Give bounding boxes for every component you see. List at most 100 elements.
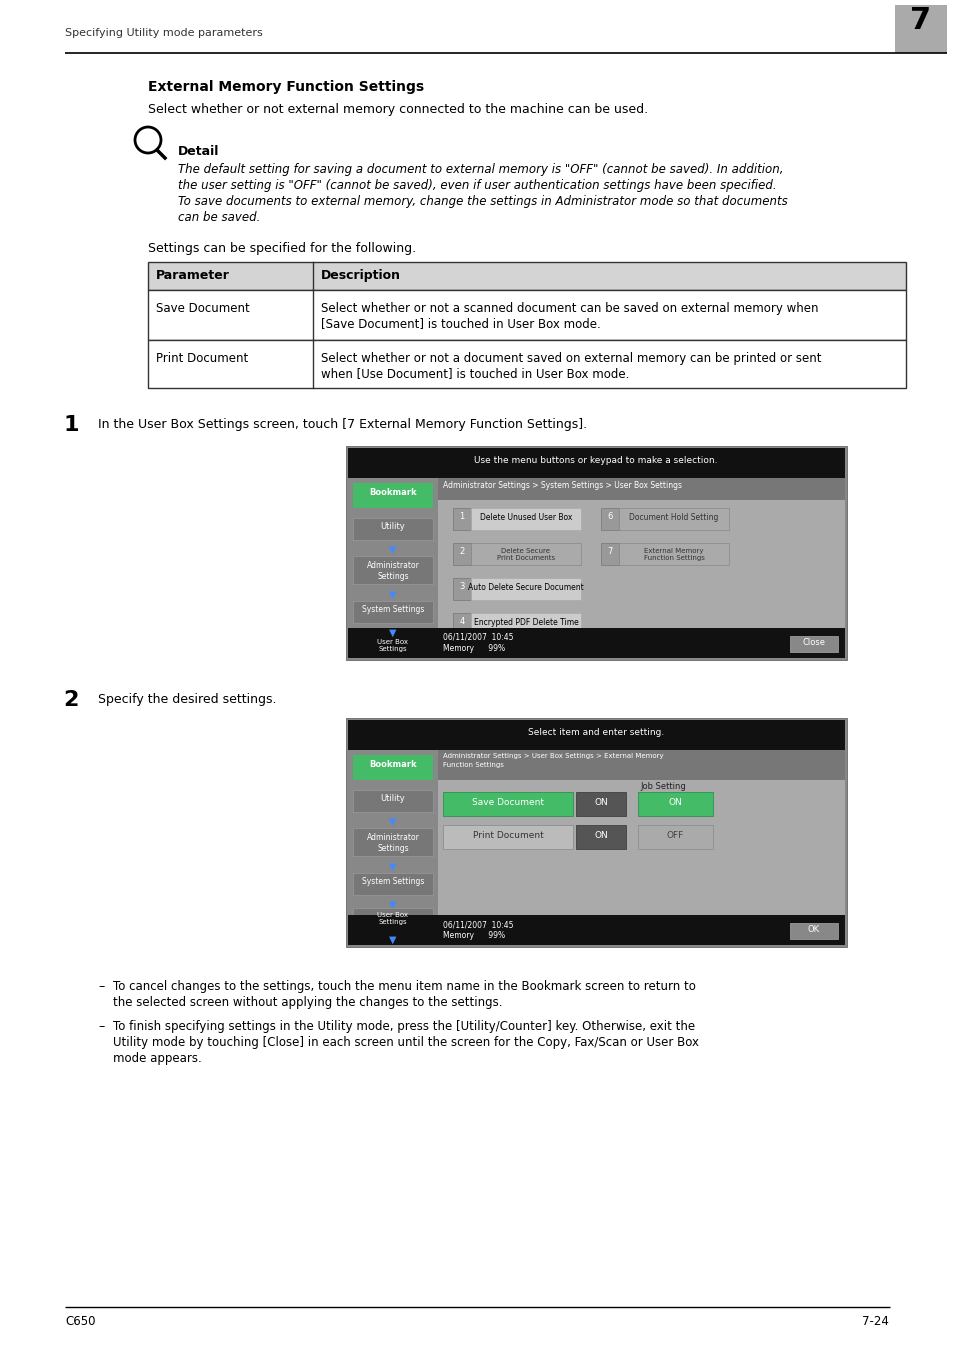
Text: 7: 7: [909, 5, 930, 35]
Bar: [348, 720, 844, 751]
Text: –: –: [98, 1021, 104, 1033]
Text: the selected screen without applying the changes to the settings.: the selected screen without applying the…: [112, 996, 502, 1008]
Text: Function Settings: Function Settings: [442, 761, 503, 768]
Bar: [346, 446, 846, 660]
Text: Delete Unused User Box: Delete Unused User Box: [479, 513, 572, 522]
Text: 3: 3: [458, 582, 464, 591]
Bar: [353, 873, 433, 895]
Text: ▼: ▼: [389, 628, 396, 639]
Text: Utility: Utility: [380, 522, 405, 531]
Text: Close: Close: [801, 639, 824, 647]
Bar: [894, 5, 946, 53]
Text: Utility: Utility: [380, 794, 405, 803]
Bar: [789, 636, 837, 652]
Bar: [453, 578, 471, 599]
Bar: [346, 718, 846, 946]
Text: Administrator Settings > System Settings > User Box Settings: Administrator Settings > System Settings…: [442, 481, 681, 490]
Bar: [600, 508, 618, 531]
Bar: [442, 792, 573, 815]
Text: Save Document: Save Document: [156, 302, 250, 315]
Text: Administrator
Settings: Administrator Settings: [366, 562, 419, 580]
Text: 2: 2: [63, 690, 78, 710]
Text: 06/11/2007  10:45: 06/11/2007 10:45: [442, 633, 513, 643]
Text: Job Setting: Job Setting: [639, 782, 685, 791]
Text: Encrypted PDF Delete Time: Encrypted PDF Delete Time: [473, 618, 578, 626]
Text: Delete Secure
Print Documents: Delete Secure Print Documents: [497, 548, 555, 562]
Bar: [618, 543, 728, 566]
Text: 06/11/2007  10:45: 06/11/2007 10:45: [442, 919, 513, 929]
Text: can be saved.: can be saved.: [178, 211, 260, 224]
Text: Auto Delete Secure Document: Auto Delete Secure Document: [468, 583, 583, 593]
Bar: [353, 755, 433, 780]
Text: External Memory
Function Settings: External Memory Function Settings: [643, 548, 703, 562]
Bar: [576, 792, 625, 815]
Text: Parameter: Parameter: [156, 269, 230, 282]
Text: ON: ON: [594, 832, 607, 840]
Text: Memory      99%: Memory 99%: [442, 931, 504, 940]
Text: 1: 1: [63, 414, 78, 435]
Bar: [353, 601, 433, 622]
Text: C650: C650: [65, 1315, 95, 1328]
Text: Select whether or not a document saved on external memory can be printed or sent: Select whether or not a document saved o…: [320, 352, 821, 365]
Text: Document Hold Setting: Document Hold Setting: [629, 513, 718, 522]
Bar: [638, 825, 712, 849]
Bar: [348, 448, 844, 657]
Bar: [348, 751, 437, 945]
Text: Description: Description: [320, 269, 400, 282]
Bar: [353, 828, 433, 856]
Bar: [437, 478, 844, 500]
Text: ▼: ▼: [389, 817, 396, 828]
Bar: [638, 792, 712, 815]
Bar: [437, 751, 844, 780]
Bar: [353, 790, 433, 811]
Text: OK: OK: [807, 925, 820, 934]
Bar: [437, 478, 844, 657]
Text: ▼: ▼: [389, 900, 396, 910]
Text: System Settings: System Settings: [361, 605, 424, 614]
Text: 2: 2: [459, 547, 464, 556]
Text: Detail: Detail: [178, 144, 219, 158]
Text: Bookmark: Bookmark: [369, 760, 416, 770]
Text: To save documents to external memory, change the settings in Administrator mode : To save documents to external memory, ch…: [178, 194, 787, 208]
Text: 7-24: 7-24: [862, 1315, 888, 1328]
Bar: [576, 825, 625, 849]
Text: Use the menu buttons or keypad to make a selection.: Use the menu buttons or keypad to make a…: [474, 456, 717, 464]
Text: Bookmark: Bookmark: [369, 487, 416, 497]
Bar: [148, 340, 905, 387]
Bar: [348, 628, 844, 657]
Text: 1: 1: [459, 512, 464, 521]
Bar: [618, 508, 728, 531]
Bar: [148, 290, 905, 340]
Bar: [348, 720, 844, 945]
Text: ▼: ▼: [389, 936, 396, 945]
Text: Utility mode by touching [Close] in each screen until the screen for the Copy, F: Utility mode by touching [Close] in each…: [112, 1035, 699, 1049]
Text: the user setting is "OFF" (cannot be saved), even if user authentication setting: the user setting is "OFF" (cannot be sav…: [178, 180, 776, 192]
Text: ▼: ▼: [389, 863, 396, 872]
Text: Settings can be specified for the following.: Settings can be specified for the follow…: [148, 242, 416, 255]
Bar: [353, 556, 433, 585]
Bar: [353, 483, 433, 508]
Text: In the User Box Settings screen, touch [7 External Memory Function Settings].: In the User Box Settings screen, touch […: [98, 418, 586, 431]
Bar: [353, 909, 433, 930]
Bar: [148, 262, 905, 290]
Text: 7: 7: [607, 547, 612, 556]
Text: Save Document: Save Document: [472, 798, 543, 807]
Bar: [437, 751, 844, 945]
Bar: [471, 613, 580, 634]
Text: Specify the desired settings.: Specify the desired settings.: [98, 693, 276, 706]
Text: Select whether or not a scanned document can be saved on external memory when: Select whether or not a scanned document…: [320, 302, 818, 315]
Bar: [789, 923, 837, 940]
Bar: [442, 825, 573, 849]
Text: Select whether or not external memory connected to the machine can be used.: Select whether or not external memory co…: [148, 103, 647, 116]
Bar: [453, 543, 471, 566]
Bar: [348, 448, 844, 478]
Text: The default setting for saving a document to external memory is "OFF" (cannot be: The default setting for saving a documen…: [178, 163, 782, 176]
Bar: [453, 508, 471, 531]
Text: 6: 6: [607, 512, 612, 521]
Bar: [600, 543, 618, 566]
Text: 4: 4: [459, 617, 464, 626]
Bar: [471, 508, 580, 531]
Text: when [Use Document] is touched in User Box mode.: when [Use Document] is touched in User B…: [320, 367, 629, 379]
Text: Specifying Utility mode parameters: Specifying Utility mode parameters: [65, 28, 262, 38]
Text: System Settings: System Settings: [361, 878, 424, 886]
